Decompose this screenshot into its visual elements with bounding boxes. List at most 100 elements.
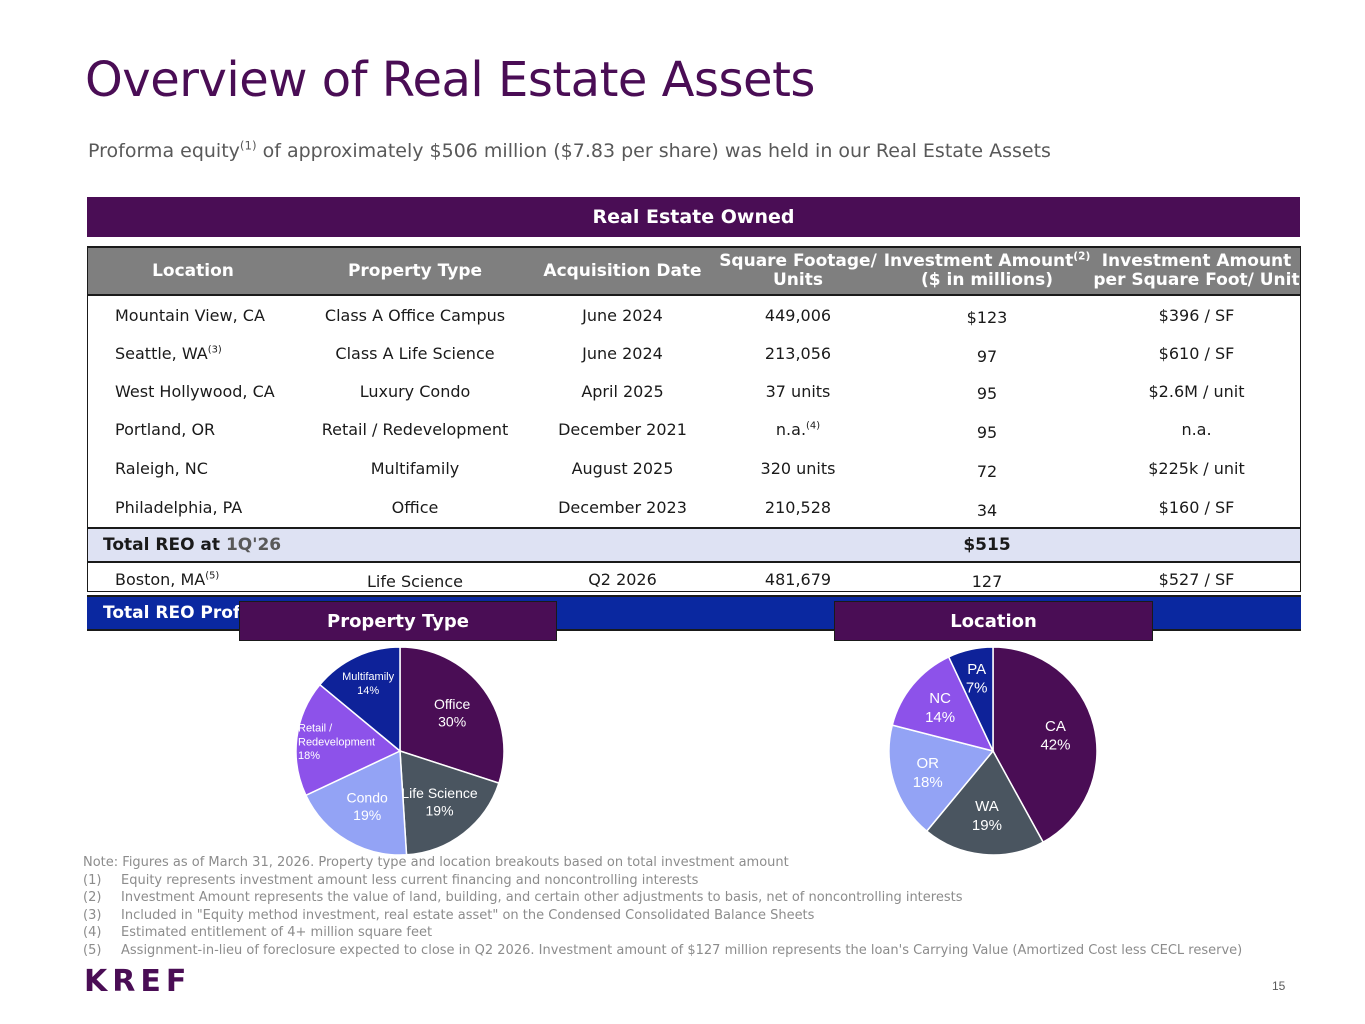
pie-slice-wa [925,749,1045,856]
total-reo-label: Total REO at 1Q'26 [87,527,882,563]
cell-per-unit: $610 / SF [1158,344,1235,363]
cell-square-footage: 213,056 [714,334,882,373]
footnote-item: (5) Assignment-in-lieu of foreclosure exp… [83,942,1242,960]
total-reo-amount: $515 [882,527,1092,563]
location-text: Boston, MA [115,569,206,589]
table-row: Mountain View, CA Class A Office Campus Ju… [87,295,1301,334]
subtitle-pre: Proforma equity [88,140,240,162]
location-text: West Hollywood, CA [115,382,275,401]
cell-acquisition-date: August 2025 [571,459,674,478]
cell-property-type: Class A Life Science [335,344,495,363]
footnote-text: Estimated entitlement of 4+ million squa… [121,925,433,940]
header-per-line2: per Square Foot/ Unit [1093,270,1300,290]
cell-per-unit: $527 / SF [1158,569,1235,589]
sqft-text: 449,006 [764,305,832,325]
table-row: West Hollywood, CA Luxury Condo April 2025… [87,373,1301,410]
sqft-text: 213,056 [764,344,832,363]
location-pie-chart: CA 42% WA 19% OR 18% NC 14% PA 7% [888,646,1098,856]
pie-slice-or [888,724,995,833]
header-inv-line1: Investment Amount [883,251,1074,271]
table-row-boston: Boston, MA(5) Life Science Q2 2026 481,679 1… [87,562,1301,596]
pie-label-ca: CA 42% [1040,718,1070,754]
real-estate-owned-banner: Real Estate Owned [87,197,1300,237]
location-text: Raleigh, NC [115,459,208,478]
pie-slice-office [399,646,505,785]
header-investment-amount: Investment Amount(2) ($ in millions) [882,246,1092,296]
header-sqft-line1: Square Footage/ [719,251,877,271]
pie-slice-retail-redevelopment [295,683,402,797]
page-number: 15 [1272,979,1286,993]
total-reo-row: Total REO at 1Q'26 $515 [87,527,1301,563]
table-row: Philadelphia, PA Office December 2023 210,5… [87,488,1301,528]
sqft-text: 320 units [760,459,836,478]
table-row: Portland, OR Retail / Redevelopment Decemb… [87,410,1301,449]
pie-label-life-science: Life Science 19% [401,785,477,819]
sqft-footnote: (4) [806,420,821,432]
header-sqft-line2: Units [773,270,823,290]
cell-square-footage: 449,006 [714,295,882,334]
sqft-text: n.a. [775,420,807,439]
cell-location: Mountain View, CA [87,295,299,334]
footnote-text: Assignment-in-lieu of foreclosure expect… [121,942,1243,958]
cell-per-unit: $2.6M / unit [1148,382,1245,401]
header-inv-footnote: (2) [1073,250,1091,263]
pie-slice-condo [304,749,408,856]
pie-label-wa: WA 19% [972,798,1002,834]
cell-square-footage: n.a.(4) [714,410,882,449]
cell-location: Philadelphia, PA [87,488,299,528]
footnote-item: (3) Included in "Equity method investment… [83,907,1242,925]
header-location: Location [87,246,299,296]
pie-label-condo: Condo 19% [347,790,388,824]
cell-location: Raleigh, NC [87,449,299,488]
cell-property-type: Class A Office Campus [324,305,506,325]
cell-investment-amount: 95 [976,384,998,403]
cell-per-unit: $396 / SF [1158,305,1235,325]
cell-acquisition-date: December 2023 [558,498,687,517]
pie-slice-life-science [399,749,500,856]
cell-location: West Hollywood, CA [87,373,299,410]
cell-location: Portland, OR [87,410,299,449]
cell-property-type: Life Science [367,571,463,591]
footnote-text: Investment Amount represents the value o… [121,890,963,905]
header-acquisition-date: Acquisition Date [531,246,714,296]
pie-label-multifamily: Multifamily 14% [342,671,394,697]
subtitle-post: of approximately $506 million ($7.83 per… [256,140,1051,162]
cell-property-type: Office [391,498,439,517]
cell-acquisition-date: April 2025 [581,382,664,401]
pie-label-nc: NC 14% [925,690,955,726]
footnote-number: (2) [83,890,102,905]
cell-investment-amount: 34 [976,501,998,520]
pie-label-pa: PA 7% [966,661,988,697]
header-per-unit: Investment Amount per Square Foot/ Unit [1092,246,1301,296]
footnote-text: Included in "Equity method investment, r… [121,907,815,923]
total-reo-quarter: 1Q'26 [225,535,282,555]
cell-per-unit: n.a. [1181,420,1212,439]
table-row: Raleigh, NC Multifamily August 2025 320 uni… [87,449,1301,488]
cell-per-unit: $160 / SF [1158,498,1235,517]
location-chart-header: Location [834,601,1153,641]
footnote-number: (5) [83,942,102,958]
footnote-lead: Note: Figures as of March 31, 2026. Prop… [83,855,789,870]
footnote-number: (1) [83,872,102,888]
location-footnote: (5) [205,570,220,582]
location-footnote: (3) [207,344,222,356]
footnote-text: Equity represents investment amount less… [121,872,699,888]
kref-logo: KREF [84,964,192,999]
cell-square-footage: 37 units [714,373,882,410]
pie-slice-pa [947,646,994,752]
footnotes: Note: Figures as of March 31, 2026. Prop… [83,854,1242,959]
header-per-line1: Investment Amount [1101,251,1292,271]
cell-location: Boston, MA(5) [87,562,299,596]
pie-label-or: OR 18% [913,755,943,791]
location-text: Mountain View, CA [115,305,265,325]
cell-investment-amount: 72 [976,462,998,481]
total-reo-label-pre: Total REO at [103,535,226,555]
pie-label-retail-redevelopment: Retail / Redevelopment 18% [298,723,375,763]
table-header-row: Location Property Type Acquisition Date … [87,246,1301,296]
pie-slice-multifamily [318,646,401,753]
cell-acquisition-date: December 2021 [558,420,687,439]
footnote-number: (4) [83,925,102,940]
property-type-chart-header: Property Type [239,601,557,641]
cell-square-footage: 320 units [714,449,882,488]
header-inv-line2: ($ in millions) [920,270,1054,290]
